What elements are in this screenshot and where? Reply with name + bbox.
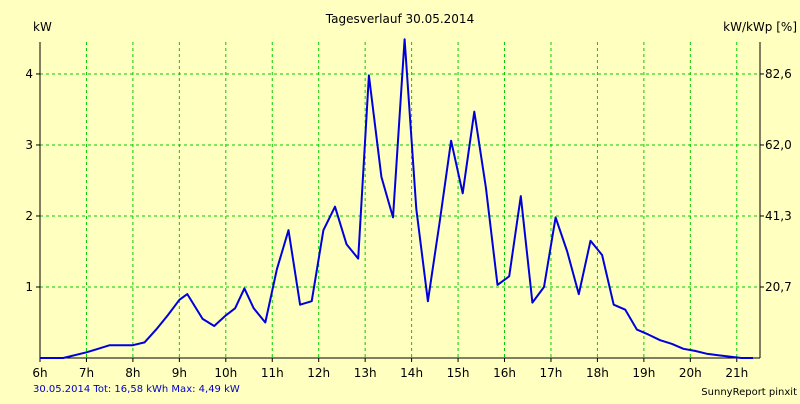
x-tick-label: 21h [725, 366, 748, 380]
x-tick-label: 17h [540, 366, 563, 380]
footer-credit: SunnyReport pinxit [701, 387, 797, 398]
x-tick-label: 15h [447, 366, 470, 380]
x-tick-label: 19h [632, 366, 655, 380]
y-right-tick-label: 20,7 [765, 280, 792, 294]
y-right-tick-label: 62,0 [765, 138, 792, 152]
x-tick-label: 14h [400, 366, 423, 380]
y-left-tick-label: 2 [25, 209, 33, 223]
x-tick-label: 7h [79, 366, 94, 380]
y-axis-right-label: kW/kWp [%] [723, 20, 797, 34]
x-tick-label: 13h [354, 366, 377, 380]
y-right-tick-label: 41,3 [765, 209, 792, 223]
y-right-tick-label: 82,6 [765, 67, 792, 81]
y-axis-left-label: kW [33, 20, 52, 34]
tick-labels: 6h 7h 8h 9h 10h 11h 12h 13h 14h 15h 16h 17h 18h 19h 20… [25, 67, 791, 380]
chart-title: Tagesverlauf 30.05.2014 [325, 12, 474, 26]
x-tick-label: 6h [32, 366, 47, 380]
y-left-tick-label: 4 [25, 67, 33, 81]
series-lines [40, 38, 753, 359]
y-left-tick-label: 3 [25, 138, 33, 152]
x-tick-label: 9h [172, 366, 187, 380]
x-tick-label: 20h [679, 366, 702, 380]
x-tick-label: 12h [307, 366, 330, 380]
power-series-line [40, 38, 753, 359]
y-left-tick-label: 1 [25, 280, 33, 294]
x-tick-label: 8h [125, 366, 140, 380]
x-tick-label: 10h [214, 366, 237, 380]
x-tick-label: 11h [261, 366, 284, 380]
x-tick-label: 16h [493, 366, 516, 380]
x-tick-label: 18h [586, 366, 609, 380]
axes [36, 42, 764, 362]
footer-summary: 30.05.2014 Tot: 16,58 kWh Max: 4,49 kW [33, 384, 240, 395]
grid-lines [40, 42, 760, 358]
